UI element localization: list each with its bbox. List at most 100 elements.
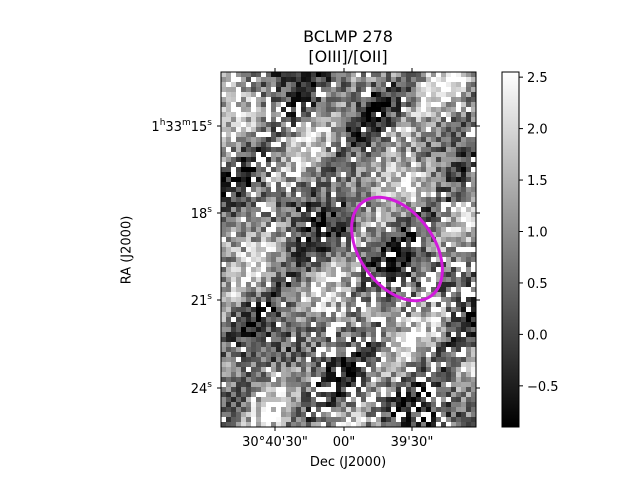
map-pixel [301, 97, 306, 102]
map-pixel [276, 177, 281, 182]
map-pixel [331, 282, 336, 287]
map-pixel [431, 342, 436, 347]
map-pixel [376, 197, 381, 202]
map-pixel [361, 217, 366, 222]
map-pixel [336, 112, 341, 117]
ra-seconds-unit: s [207, 205, 212, 215]
map-pixel [331, 327, 336, 332]
map-pixel [461, 267, 466, 272]
map-pixel [451, 72, 456, 77]
map-pixel [246, 412, 251, 417]
map-pixel [431, 332, 436, 337]
map-pixel [301, 392, 306, 397]
map-pixel [326, 257, 331, 262]
map-pixel [381, 122, 386, 127]
map-pixel [396, 172, 401, 177]
map-pixel [371, 217, 376, 222]
map-pixel [351, 77, 356, 82]
map-pixel [226, 127, 231, 132]
map-pixel [321, 407, 326, 412]
map-pixel [466, 182, 471, 187]
map-pixel [381, 267, 386, 272]
map-pixel [471, 287, 476, 292]
map-pixel [341, 277, 346, 282]
map-pixel [356, 297, 361, 302]
map-pixel [256, 97, 261, 102]
map-pixel [281, 382, 286, 387]
map-pixel [456, 272, 461, 277]
map-pixel [296, 102, 301, 107]
map-pixel [296, 387, 301, 392]
map-pixel [426, 222, 431, 227]
map-pixel [246, 372, 251, 377]
map-pixel [306, 402, 311, 407]
map-pixel [331, 202, 336, 207]
map-pixel [366, 162, 371, 167]
map-pixel [281, 132, 286, 137]
map-pixel [326, 347, 331, 352]
map-pixel [451, 267, 456, 272]
map-pixel [271, 247, 276, 252]
map-pixel [451, 197, 456, 202]
map-pixel [296, 122, 301, 127]
map-pixel [471, 382, 476, 387]
map-pixel [461, 387, 466, 392]
map-pixel [221, 247, 226, 252]
map-pixel [226, 232, 231, 237]
map-pixel [286, 252, 291, 257]
map-pixel [466, 87, 471, 92]
map-pixel [466, 132, 471, 137]
map-pixel [276, 152, 281, 157]
map-pixel [296, 152, 301, 157]
map-pixel [371, 252, 376, 257]
map-pixel [466, 412, 471, 417]
map-pixel [356, 407, 361, 412]
map-pixel [236, 377, 241, 382]
map-pixel [326, 327, 331, 332]
map-pixel [281, 72, 286, 77]
map-pixel [466, 77, 471, 82]
map-pixel [256, 117, 261, 122]
map-pixel [461, 182, 466, 187]
map-pixel [266, 357, 271, 362]
map-pixel [301, 412, 306, 417]
map-pixel [261, 352, 266, 357]
map-pixel [421, 72, 426, 77]
map-pixel [311, 212, 316, 217]
map-pixel [436, 322, 441, 327]
map-pixel [366, 112, 371, 117]
map-pixel [346, 102, 351, 107]
map-pixel [306, 97, 311, 102]
map-pixel [306, 377, 311, 382]
map-pixel [411, 182, 416, 187]
map-pixel [421, 302, 426, 307]
map-pixel [451, 232, 456, 237]
map-pixel [336, 232, 341, 237]
map-pixel [446, 237, 451, 242]
map-pixel [386, 82, 391, 87]
map-pixel [441, 77, 446, 82]
map-pixel [321, 162, 326, 167]
map-pixel [431, 112, 436, 117]
map-pixel [246, 212, 251, 217]
map-pixel [281, 92, 286, 97]
map-pixel [231, 372, 236, 377]
map-pixel [411, 337, 416, 342]
map-pixel [471, 247, 476, 252]
map-pixel [226, 237, 231, 242]
map-pixel [366, 397, 371, 402]
map-pixel [376, 217, 381, 222]
map-pixel [291, 402, 296, 407]
map-pixel [261, 207, 266, 212]
map-pixel [416, 162, 421, 167]
map-pixel [301, 372, 306, 377]
map-pixel [421, 352, 426, 357]
map-pixel [296, 342, 301, 347]
map-pixel [311, 117, 316, 122]
map-pixel [261, 182, 266, 187]
map-pixel [401, 97, 406, 102]
map-pixel [471, 317, 476, 322]
map-pixel [231, 272, 236, 277]
map-pixel [316, 377, 321, 382]
map-pixel [461, 317, 466, 322]
